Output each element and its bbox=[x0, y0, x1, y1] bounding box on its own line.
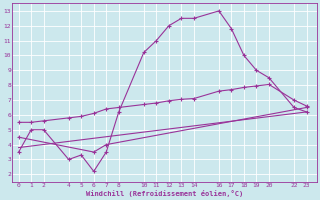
X-axis label: Windchill (Refroidissement éolien,°C): Windchill (Refroidissement éolien,°C) bbox=[86, 190, 243, 197]
